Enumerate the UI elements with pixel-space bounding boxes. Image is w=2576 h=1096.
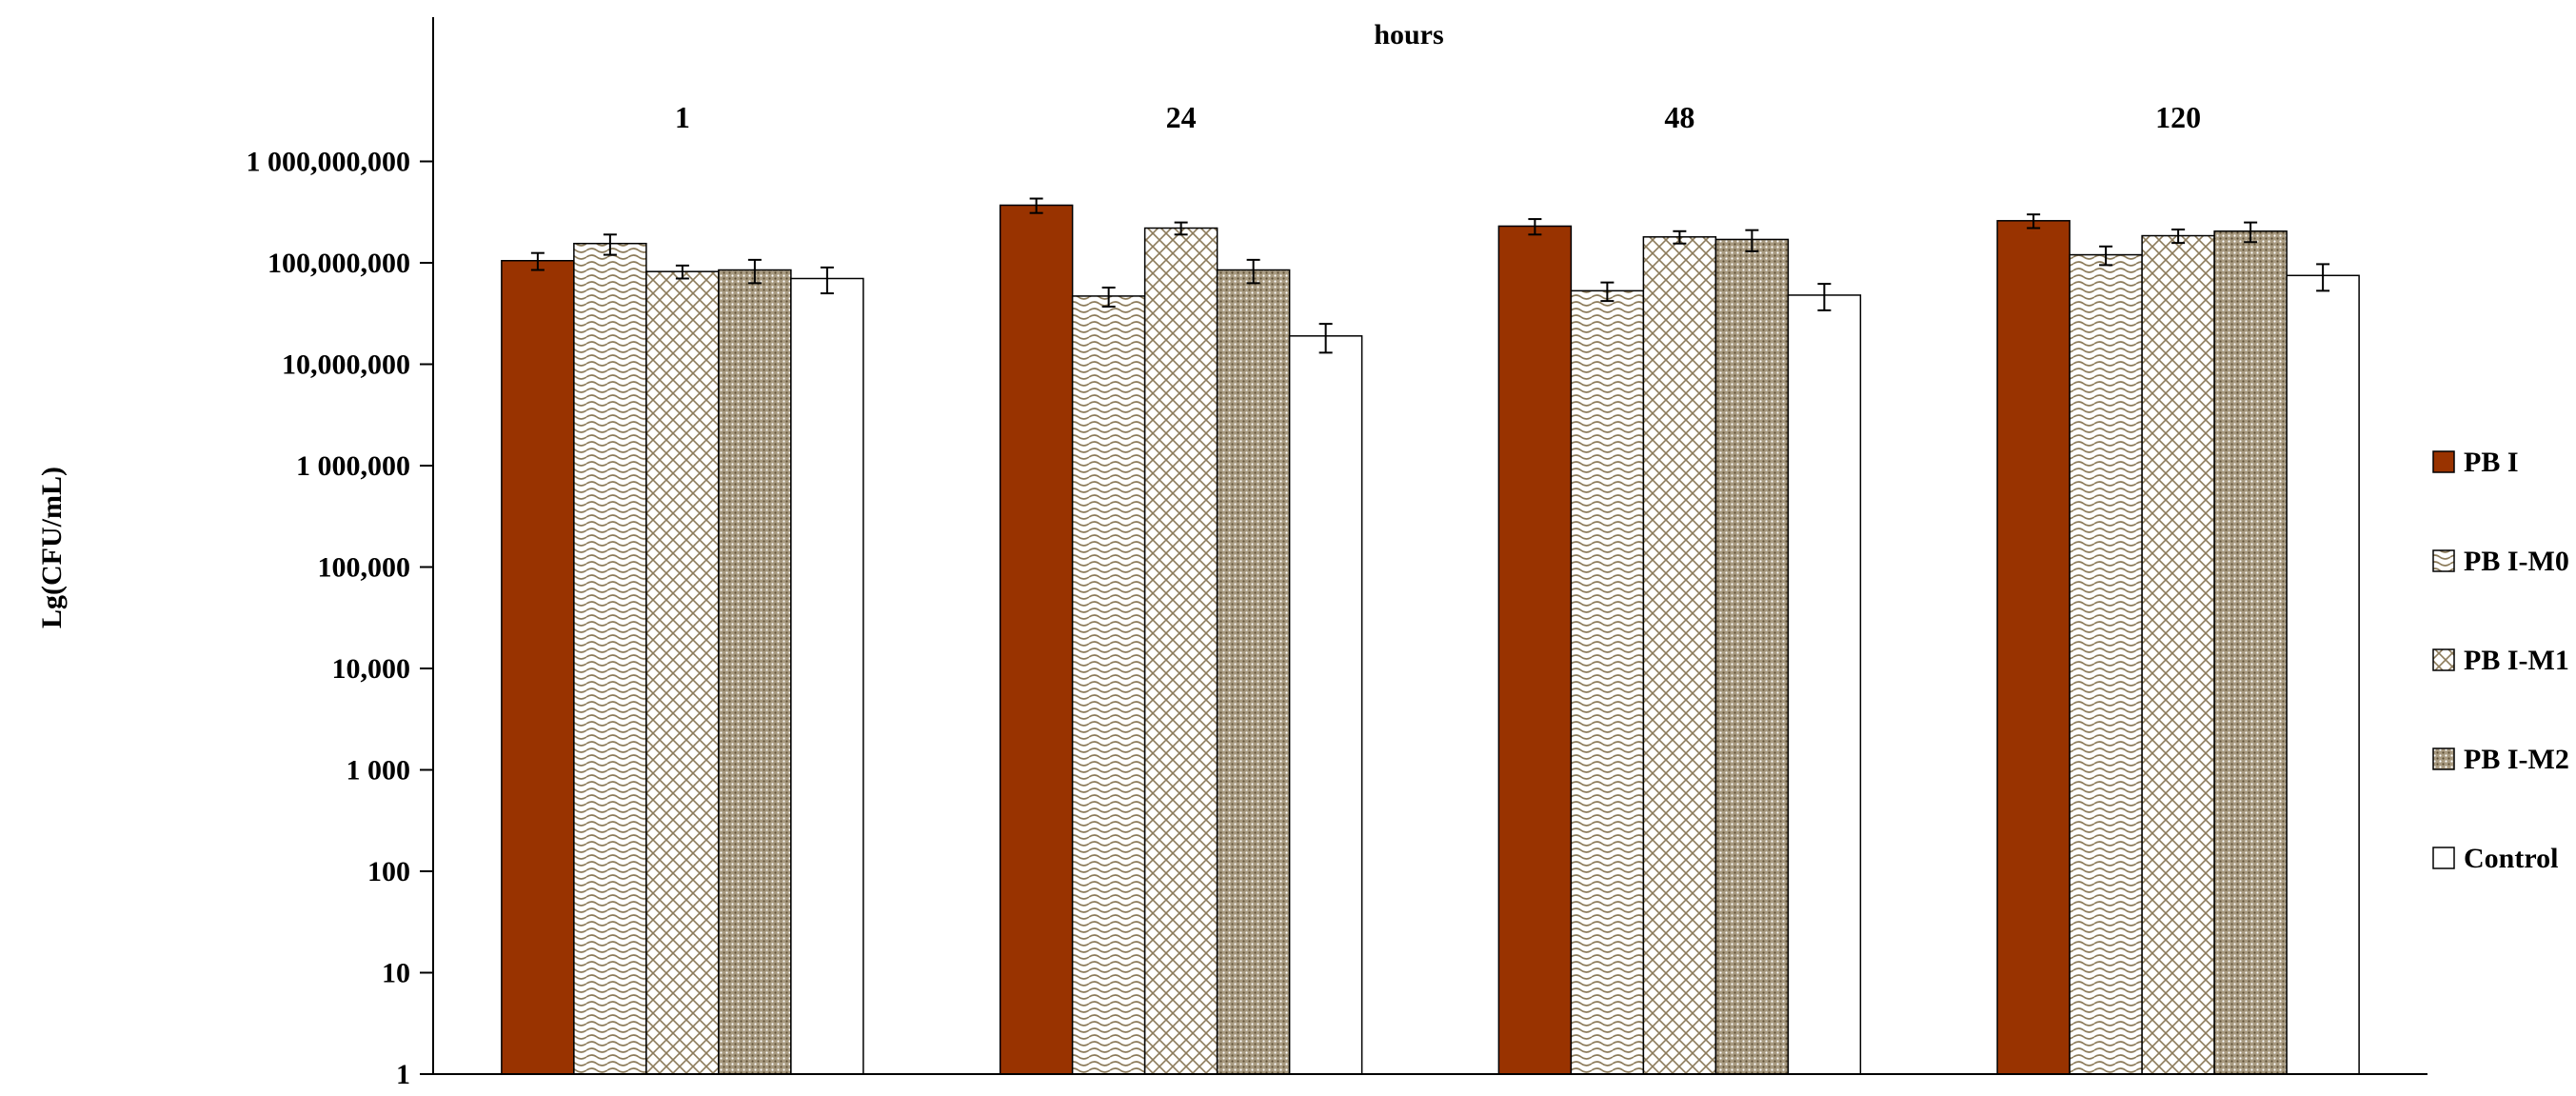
y-tick-label: 1 000,000,000: [247, 147, 411, 178]
legend-swatch: [2432, 549, 2455, 572]
bar: [999, 204, 1074, 1075]
legend-label: Control: [2464, 843, 2558, 874]
y-tick-label: 100,000: [318, 552, 411, 584]
bar: [573, 242, 647, 1075]
legend-label: PB I-M0: [2464, 546, 2569, 577]
category-label: 120: [2155, 100, 2201, 134]
category-label: 48: [1664, 100, 1694, 134]
bar: [645, 270, 720, 1075]
legend-swatch: [2432, 747, 2455, 770]
bar: [1288, 335, 1363, 1075]
bar: [1071, 295, 1146, 1075]
bar: [790, 277, 864, 1075]
legend-label: PB I: [2464, 447, 2519, 478]
bar: [2213, 230, 2288, 1075]
bars: [501, 204, 2360, 1075]
y-tick-label: 100,000,000: [268, 248, 410, 279]
y-tick-label: 100: [367, 856, 410, 887]
y-tick-label: 10: [382, 958, 410, 989]
y-tick-label: 10,000,000: [282, 349, 410, 381]
legend-label: PB I-M2: [2464, 744, 2569, 775]
bar: [1497, 225, 1573, 1075]
y-axis-ticks: 1 10 100 1 000 10,000 100,000 1 000,000 10,000,…: [247, 147, 433, 1090]
y-tick-label: 10,000: [332, 653, 411, 685]
bar: [1143, 227, 1219, 1075]
legend-swatch: [2432, 450, 2455, 473]
legend-swatch: [2432, 847, 2455, 869]
bar: [1714, 238, 1790, 1075]
legend-label: PB I-M1: [2464, 645, 2569, 676]
category-label: 1: [675, 100, 690, 134]
bar: [1570, 289, 1645, 1075]
y-tick-label: 1 000,000: [296, 450, 410, 482]
legend: PB I PB I-M0 PB I-M1 PB I-M2 Control: [2432, 447, 2569, 874]
y-tick-label: 1 000: [347, 755, 411, 787]
y-tick-label: 1: [396, 1059, 410, 1090]
bar: [2141, 234, 2215, 1075]
bar: [1642, 236, 1717, 1075]
bar: [2069, 253, 2143, 1075]
bar: [1216, 269, 1291, 1075]
category-label: 24: [1166, 100, 1197, 134]
chart-title: hours: [1374, 19, 1443, 50]
bar: [2286, 274, 2360, 1075]
bar: [718, 269, 792, 1075]
y-axis-title: Lg(CFU/mL): [36, 467, 68, 628]
bar: [1996, 220, 2071, 1075]
bar: [501, 259, 575, 1075]
error-bars: [530, 197, 2330, 354]
bar: [1787, 294, 1862, 1075]
legend-swatch: [2432, 648, 2455, 671]
category-labels: 1 24 48 120: [675, 100, 2201, 134]
